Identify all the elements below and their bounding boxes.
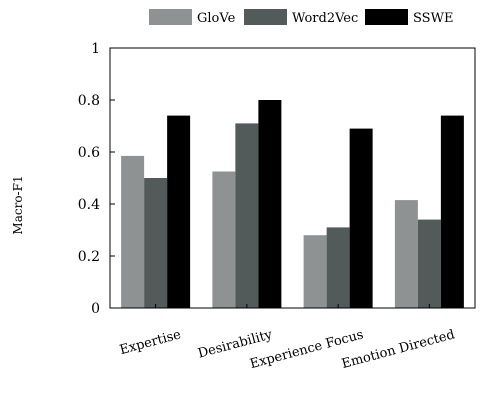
legend-label-glove: GloVe [197,11,236,26]
bar-sswe-desirability [258,100,282,308]
bar-word2vec-experience-focus [326,227,350,308]
bar-word2vec-emotion-directed [417,219,441,308]
bar-glove-emotion-directed [394,200,418,308]
bar-sswe-experience-focus [349,128,373,308]
plot-frame [109,47,476,309]
y-tick-label: 0.8 [78,93,100,109]
legend: GloVe Word2Vec SSWE [149,9,453,26]
y-tick-label: 0 [91,301,100,317]
legend-swatch-sswe [365,9,408,25]
legend-label-sswe: SSWE [413,11,453,26]
legend-label-word2vec: Word2Vec [292,11,358,26]
y-tick-label: 0.4 [78,197,100,213]
y-tick-label: 0.2 [78,249,100,265]
bar-sswe-emotion-directed [440,115,464,308]
bars-group [121,100,464,309]
y-axis-title: Macro-F1 [11,175,25,234]
bar-word2vec-expertise [144,178,168,308]
y-tick-label: 0.6 [78,145,100,161]
bar-glove-expertise [121,155,145,308]
bar-glove-desirability [212,171,236,308]
bar-glove-experience-focus [303,235,327,308]
legend-swatch-word2vec [244,9,287,25]
legend-swatch-glove [149,9,192,25]
bar-word2vec-desirability [235,123,259,309]
x-category-label: Expertise [118,327,183,358]
y-tick-label: 1 [91,41,100,57]
bar-sswe-expertise [167,115,191,308]
